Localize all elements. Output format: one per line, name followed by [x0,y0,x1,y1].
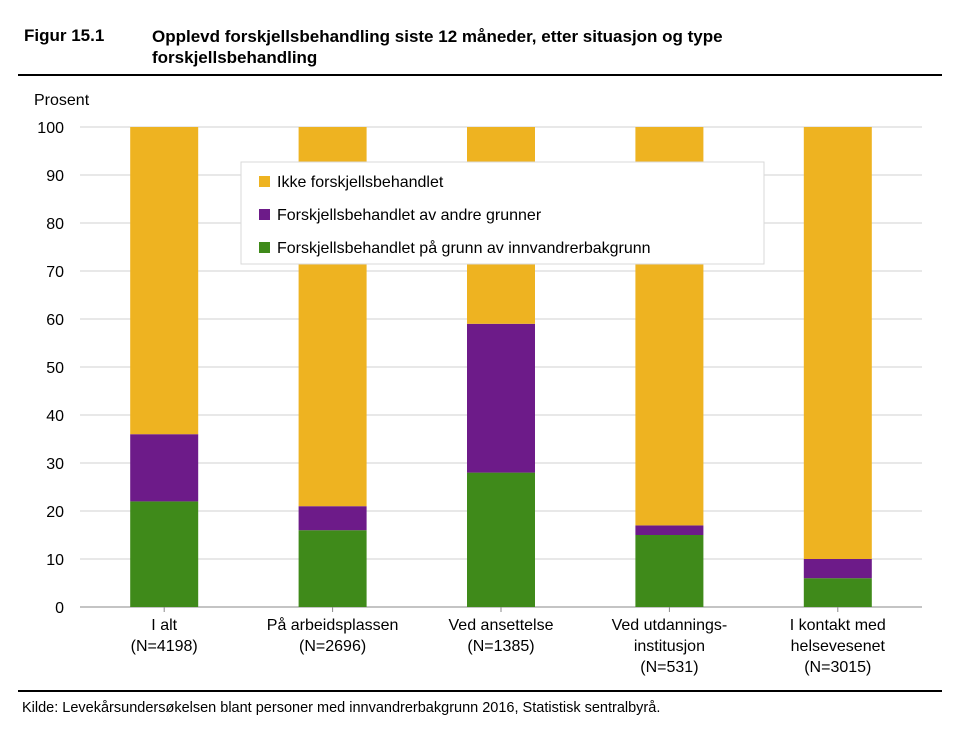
y-tick-label: 10 [46,552,64,569]
bar-segment [130,434,199,502]
figure-title: Opplevd forskjellsbehandling siste 12 må… [152,27,723,67]
x-tick-label: helsevesenet [791,638,886,655]
y-tick-label: 80 [46,216,64,233]
y-tick-label: 50 [46,360,64,377]
y-axis-label: Prosent [34,92,90,109]
legend-box [240,161,765,265]
bar-segment [803,578,872,607]
y-tick-label: 60 [46,312,64,329]
x-tick-label: institusjon [634,638,705,655]
x-tick-label: (N=3015) [804,659,871,676]
bottom-rule [18,690,942,692]
legend-label: Forskjellsbehandlet på grunn av innvandr… [277,239,651,257]
x-tick-label: Ved utdannings- [612,617,728,634]
legend-label: Ikke forskjellsbehandlet [277,174,444,191]
source-note: Kilde: Levekårsundersøkelsen blant perso… [22,700,661,716]
y-tick-label: 0 [55,600,64,617]
bar-segment [130,501,199,607]
legend-swatch [259,209,270,220]
y-tick-label: 40 [46,408,64,425]
bar-segment [467,323,535,473]
bar-segment [803,127,872,559]
x-tick-label: (N=531) [640,659,698,676]
stacked-bar-chart: 0 10 20 30 40 50 60 70 80 90 100 Prosent I alt (N=419… [34,92,922,676]
x-tick-label: Ved ansettelse [449,617,554,634]
top-rule [18,74,942,76]
x-tick-label: På arbeidsplassen [267,616,399,634]
bar-segment [467,472,535,607]
x-tick-label: (N=4198) [131,638,198,655]
bar-segment [635,525,704,535]
x-tick-label: (N=1385) [467,638,534,655]
y-tick-label: 20 [46,504,64,521]
x-tick-label: I kontakt med [790,617,886,634]
y-tick-label: 30 [46,456,64,473]
x-tick-label: (N=2696) [299,638,366,655]
bar-segment [635,535,704,607]
x-tick-label: I alt [151,617,177,634]
legend-label: Forskjellsbehandlet av andre grunner [277,207,542,224]
bar-segment [298,530,367,607]
y-tick-label: 70 [46,264,64,281]
y-tick-label: 100 [37,120,64,137]
bar-segment [803,559,872,579]
legend-swatch [259,176,270,187]
bar-segment [298,506,367,531]
bar-segment [130,127,199,435]
legend-swatch [259,242,270,253]
figure-label: Figur 15.1 [24,26,105,45]
y-tick-label: 90 [46,168,64,185]
